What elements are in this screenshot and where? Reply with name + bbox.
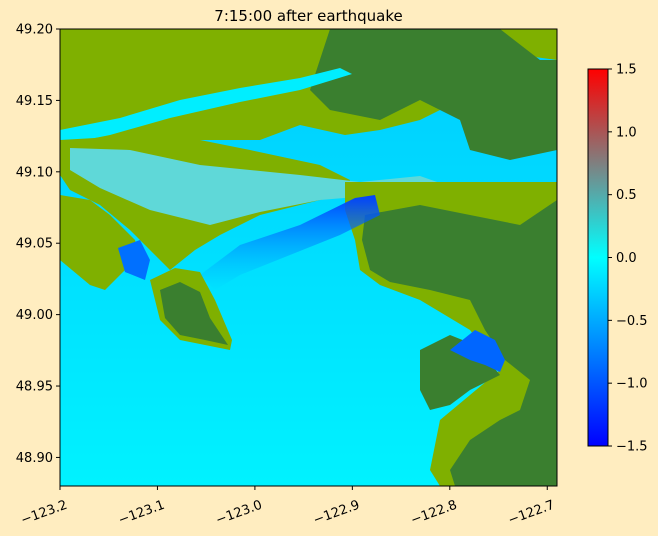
- y-tick-label: 49.10: [16, 165, 53, 180]
- tidal-flat: [70, 148, 460, 225]
- east-highland: [362, 200, 557, 486]
- chart-title: 7:15:00 after earthquake: [214, 7, 403, 25]
- y-tick-label: 49.05: [16, 237, 53, 252]
- y-tick-label: 49.00: [16, 308, 53, 323]
- y-tick-label: 48.95: [16, 380, 53, 395]
- x-tick-label: −123.0: [214, 498, 264, 529]
- x-tick-label: −122.9: [311, 498, 361, 529]
- lower-delta-lowland: [60, 195, 140, 290]
- inlet-pocket: [450, 330, 505, 372]
- colorbar-tick-label: −1.0: [616, 377, 648, 392]
- boundary-bay-pocket: [118, 240, 150, 280]
- y-tick-label: 49.20: [16, 23, 53, 38]
- colorbar: [587, 68, 609, 447]
- colorbar-tick-label: 0.5: [616, 188, 637, 203]
- plot-frame: [59, 28, 558, 487]
- x-tick-label: −123.2: [19, 498, 69, 529]
- x-tick-label: −123.1: [116, 498, 166, 529]
- tsawwassen-highland: [160, 282, 228, 345]
- colorbar-tick-label: −0.5: [616, 314, 648, 329]
- x-tick-label: −122.8: [409, 498, 459, 529]
- fraser-river: [60, 68, 352, 145]
- x-tick-label: −122.7: [506, 498, 556, 529]
- sea-level-trough: [200, 195, 380, 290]
- y-tick-label: 48.90: [16, 451, 53, 466]
- north-highland: [310, 29, 557, 160]
- colorbar-tick-label: 0.0: [616, 251, 637, 266]
- colorbar-tick-label: 1.0: [616, 125, 637, 140]
- y-tick-label: 49.15: [16, 94, 53, 109]
- colorbar-tick-label: −1.5: [616, 440, 648, 455]
- heatmap-field: [60, 29, 557, 486]
- colorbar-tick-label: 1.5: [616, 63, 637, 78]
